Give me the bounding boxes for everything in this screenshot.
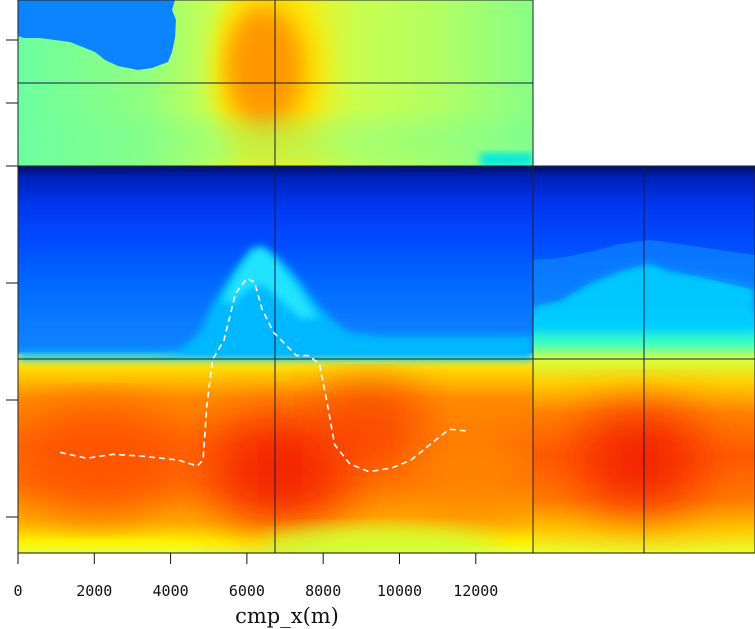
x-tick-label: 10000 — [377, 582, 422, 600]
top-blue-region — [18, 0, 176, 70]
x-tick-label: 12000 — [453, 582, 498, 600]
x-tick-label: 0 — [13, 582, 22, 600]
x-axis-title: cmp_x(m) — [235, 604, 339, 628]
x-axis: 0 2000 4000 6000 8000 10000 12000 — [13, 552, 755, 600]
x-tick-label: 2000 — [76, 582, 112, 600]
x-tick-label: 4000 — [153, 582, 189, 600]
left-axis-ticks — [6, 39, 18, 518]
x-tick-label: 8000 — [305, 582, 341, 600]
crosshair — [18, 0, 755, 553]
x-tick-label: 6000 — [229, 582, 265, 600]
